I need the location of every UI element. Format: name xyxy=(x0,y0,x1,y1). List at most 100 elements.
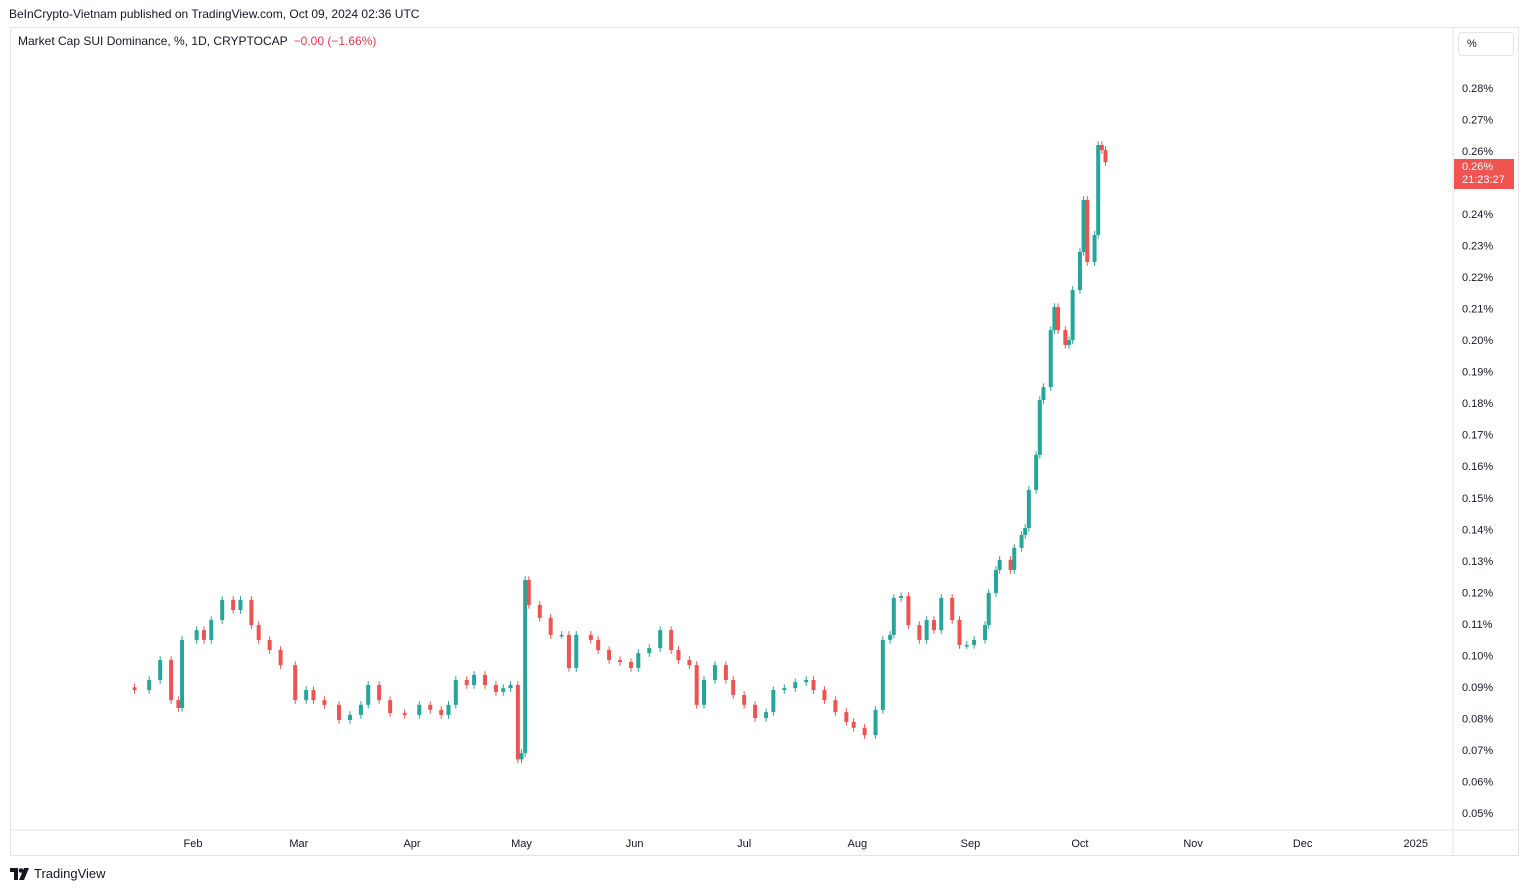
candle-body xyxy=(439,709,444,715)
price-tick-label: 0.11% xyxy=(1462,619,1493,631)
candle xyxy=(1077,248,1082,294)
candle-body xyxy=(267,639,272,651)
candle xyxy=(278,646,283,669)
candle-body xyxy=(493,684,498,692)
candle xyxy=(132,683,137,694)
candle-body xyxy=(771,690,776,713)
time-axis[interactable]: Feb Mar Apr May Jun Jul Aug Sep Oct Nov Dec 2025 xyxy=(184,838,1428,850)
candle xyxy=(453,676,458,709)
time-tick-label: Nov xyxy=(1183,838,1203,850)
time-tick-label: Mar xyxy=(289,838,308,850)
candle xyxy=(169,656,174,704)
candle-body xyxy=(1070,290,1075,341)
price-tick-label: 0.05% xyxy=(1462,808,1493,820)
time-tick-label: 2025 xyxy=(1404,838,1428,850)
price-tick-label: 0.16% xyxy=(1462,461,1493,473)
candle xyxy=(194,626,199,644)
candle xyxy=(731,676,736,699)
candle-body xyxy=(888,634,893,640)
candle xyxy=(1103,146,1108,166)
price-tick-label: 0.07% xyxy=(1462,745,1493,757)
last-price-label: 0.26% 21:23:27 xyxy=(1454,159,1514,189)
candle-body xyxy=(388,700,393,714)
candle xyxy=(1012,544,1017,574)
publisher-line: BeInCrypto-Vietnam published on TradingV… xyxy=(9,7,420,21)
candle xyxy=(249,596,254,629)
candle-body xyxy=(764,712,769,719)
candle-body xyxy=(472,674,477,685)
series-legend[interactable]: Market Cap SUI Dominance, %, 1D, CRYPTOC… xyxy=(18,34,376,48)
candle xyxy=(588,631,593,644)
price-tick-label: 0.09% xyxy=(1462,682,1493,694)
price-tick-label: 0.24% xyxy=(1462,209,1493,221)
candle-body xyxy=(337,704,341,720)
candle xyxy=(596,636,601,654)
candle-body xyxy=(702,679,706,705)
candle-body xyxy=(559,634,564,637)
candle-body xyxy=(880,639,885,710)
candle-body xyxy=(453,679,458,705)
candle-body xyxy=(176,700,181,708)
candle-body xyxy=(1096,145,1101,235)
candle-body xyxy=(366,684,371,705)
candle-body xyxy=(694,665,699,705)
candle-body xyxy=(1048,330,1053,388)
candle-body xyxy=(428,704,433,710)
candle xyxy=(176,696,181,712)
candle xyxy=(559,631,564,639)
candle-body xyxy=(793,682,798,689)
price-tick-label: 0.28% xyxy=(1462,83,1493,95)
candle xyxy=(1034,451,1039,494)
candle-body xyxy=(304,690,309,701)
price-tick-label: 0.15% xyxy=(1462,493,1493,505)
candle xyxy=(753,701,758,722)
percent-scale-toggle[interactable]: % xyxy=(1458,32,1514,56)
candle xyxy=(1008,556,1013,574)
candle xyxy=(446,701,451,719)
tradingview-logo-icon xyxy=(10,867,29,880)
candle xyxy=(464,676,469,689)
price-axis[interactable]: 0.28% 0.27% 0.26% 0.24% 0.23% 0.22% 0.21% 0.20%… xyxy=(1462,83,1493,820)
candle-body xyxy=(972,639,977,645)
candle-body xyxy=(596,639,601,651)
candle xyxy=(833,696,838,716)
candle xyxy=(607,646,612,664)
candle-body xyxy=(676,650,681,661)
candle-body xyxy=(811,679,816,691)
candle xyxy=(888,631,893,644)
time-tick-label: Jun xyxy=(626,838,644,850)
candle-body xyxy=(566,634,571,668)
price-tick-label: 0.26% xyxy=(1462,146,1493,158)
candle xyxy=(428,701,433,714)
candle xyxy=(764,708,769,722)
candle-body xyxy=(862,727,867,736)
candle-body xyxy=(132,687,137,691)
tradingview-logo[interactable]: TradingView xyxy=(10,866,106,881)
candle xyxy=(702,676,706,709)
candle xyxy=(1070,286,1075,344)
candle-body xyxy=(891,597,896,635)
candle-body xyxy=(957,620,962,645)
candle xyxy=(669,626,674,654)
price-tick-label: 0.27% xyxy=(1462,115,1493,127)
candle-body xyxy=(377,684,382,701)
time-tick-label: Dec xyxy=(1293,838,1313,850)
candle-body xyxy=(607,650,612,661)
candle-body xyxy=(731,679,736,696)
candle-body xyxy=(804,679,809,683)
candle xyxy=(658,626,663,652)
candle-body xyxy=(201,630,206,640)
candle-body xyxy=(1026,489,1031,529)
candle-body xyxy=(1081,199,1086,252)
candle xyxy=(844,708,849,726)
candle-body xyxy=(220,599,225,621)
candle xyxy=(983,621,988,644)
candle xyxy=(994,566,998,597)
candle-body xyxy=(1085,199,1090,262)
candle-body xyxy=(851,721,856,728)
chart-frame xyxy=(10,27,1519,856)
candle-body xyxy=(964,644,969,647)
candle xyxy=(1056,303,1061,334)
candle xyxy=(501,684,506,696)
